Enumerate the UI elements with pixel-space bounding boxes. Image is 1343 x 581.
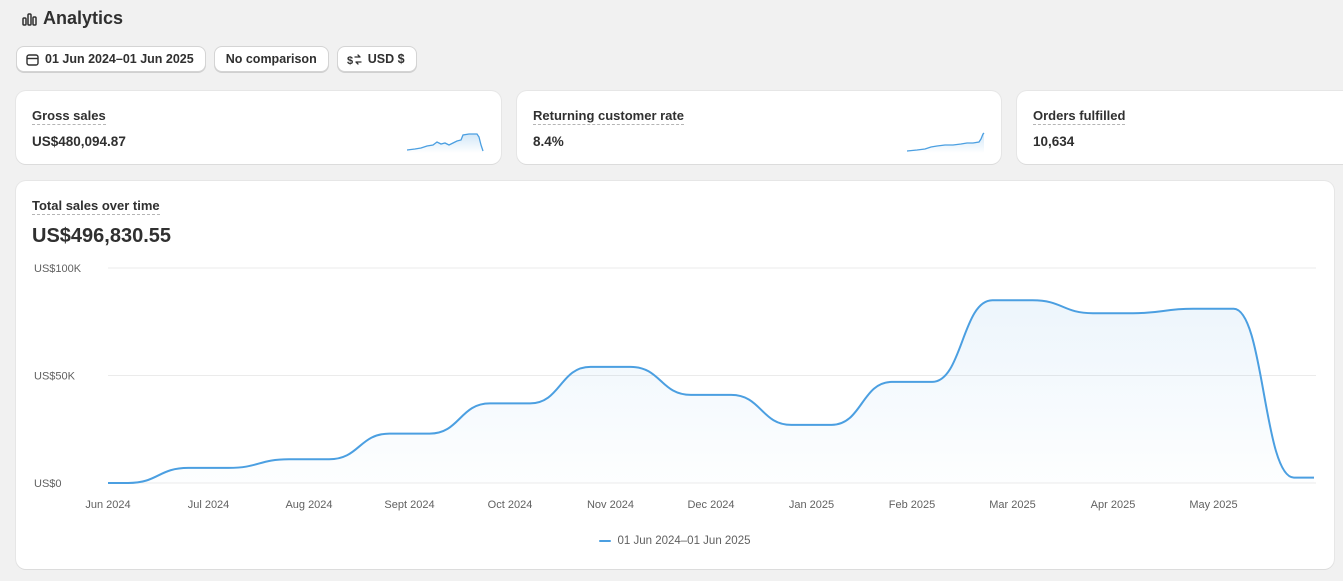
metric-label[interactable]: Orders fulfilled — [1033, 108, 1125, 125]
page-header: Analytics — [22, 8, 123, 29]
chart-title[interactable]: Total sales over time — [32, 198, 160, 215]
x-tick-label: Jan 2025 — [789, 499, 834, 511]
series-area — [108, 300, 1314, 483]
comparison-label: No comparison — [226, 52, 317, 66]
legend-label: 01 Jun 2024–01 Jun 2025 — [617, 535, 750, 547]
x-tick-label: Aug 2024 — [285, 499, 332, 511]
date-range-label: 01 Jun 2024–01 Jun 2025 — [45, 52, 194, 66]
legend-swatch — [599, 540, 611, 542]
x-tick-label: Jul 2024 — [188, 499, 230, 511]
x-tick-label: May 2025 — [1189, 499, 1237, 511]
sales-line-chart: US$0 US$50K US$100K Jun 2024 Jul 2024 Aug 202… — [16, 251, 1334, 581]
orders-fulfilled-card[interactable]: Orders fulfilled 10,634 — [1017, 91, 1343, 164]
total-sales-chart-card: Total sales over time US$496,830.55 US$0… — [16, 181, 1334, 569]
date-range-button[interactable]: 01 Jun 2024–01 Jun 2025 — [16, 46, 206, 72]
y-tick-label: US$0 — [34, 478, 62, 490]
currency-button[interactable]: $ USD $ — [337, 46, 417, 72]
chart-legend[interactable]: 01 Jun 2024–01 Jun 2025 — [16, 535, 1334, 547]
x-tick-label: Feb 2025 — [889, 499, 935, 511]
metric-label[interactable]: Returning customer rate — [533, 108, 684, 125]
metric-value: 10,634 — [1033, 134, 1341, 149]
returning-customer-rate-card[interactable]: Returning customer rate 8.4% — [517, 91, 1001, 164]
page-title: Analytics — [43, 8, 123, 29]
x-tick-label: Nov 2024 — [587, 499, 634, 511]
currency-exchange-icon: $ — [347, 53, 362, 66]
comparison-button[interactable]: No comparison — [214, 46, 329, 72]
currency-label: USD $ — [368, 52, 405, 66]
gross-sales-card[interactable]: Gross sales US$480,094.87 — [16, 91, 501, 164]
returning-customer-rate-sparkline — [907, 131, 985, 153]
metric-label[interactable]: Gross sales — [32, 108, 106, 125]
y-tick-label: US$50K — [34, 371, 76, 383]
svg-text:$: $ — [347, 55, 353, 66]
x-tick-label: Apr 2025 — [1091, 499, 1136, 511]
x-tick-label: Dec 2024 — [687, 499, 734, 511]
calendar-icon — [26, 53, 39, 66]
gross-sales-sparkline — [407, 131, 485, 153]
x-tick-label: Oct 2024 — [488, 499, 533, 511]
x-tick-label: Sept 2024 — [384, 499, 434, 511]
bar-chart-icon — [22, 12, 37, 26]
x-tick-label: Mar 2025 — [989, 499, 1035, 511]
chart-total-value: US$496,830.55 — [32, 225, 1318, 248]
x-tick-label: Jun 2024 — [85, 499, 130, 511]
y-tick-label: US$100K — [34, 263, 82, 275]
filter-bar: 01 Jun 2024–01 Jun 2025 No comparison $ … — [16, 46, 417, 72]
